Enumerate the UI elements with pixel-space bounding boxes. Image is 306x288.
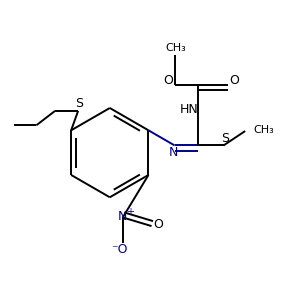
Text: S: S (221, 132, 229, 145)
Text: O: O (229, 74, 239, 87)
Text: O: O (153, 218, 163, 231)
Text: CH₃: CH₃ (166, 43, 186, 52)
Text: N: N (169, 146, 178, 159)
Text: HN: HN (180, 103, 198, 116)
Text: N: N (118, 209, 127, 223)
Text: O: O (163, 74, 173, 87)
Text: ⁻O: ⁻O (112, 243, 128, 256)
Text: +: + (126, 207, 134, 217)
Text: S: S (76, 97, 84, 110)
Text: CH₃: CH₃ (253, 125, 274, 134)
